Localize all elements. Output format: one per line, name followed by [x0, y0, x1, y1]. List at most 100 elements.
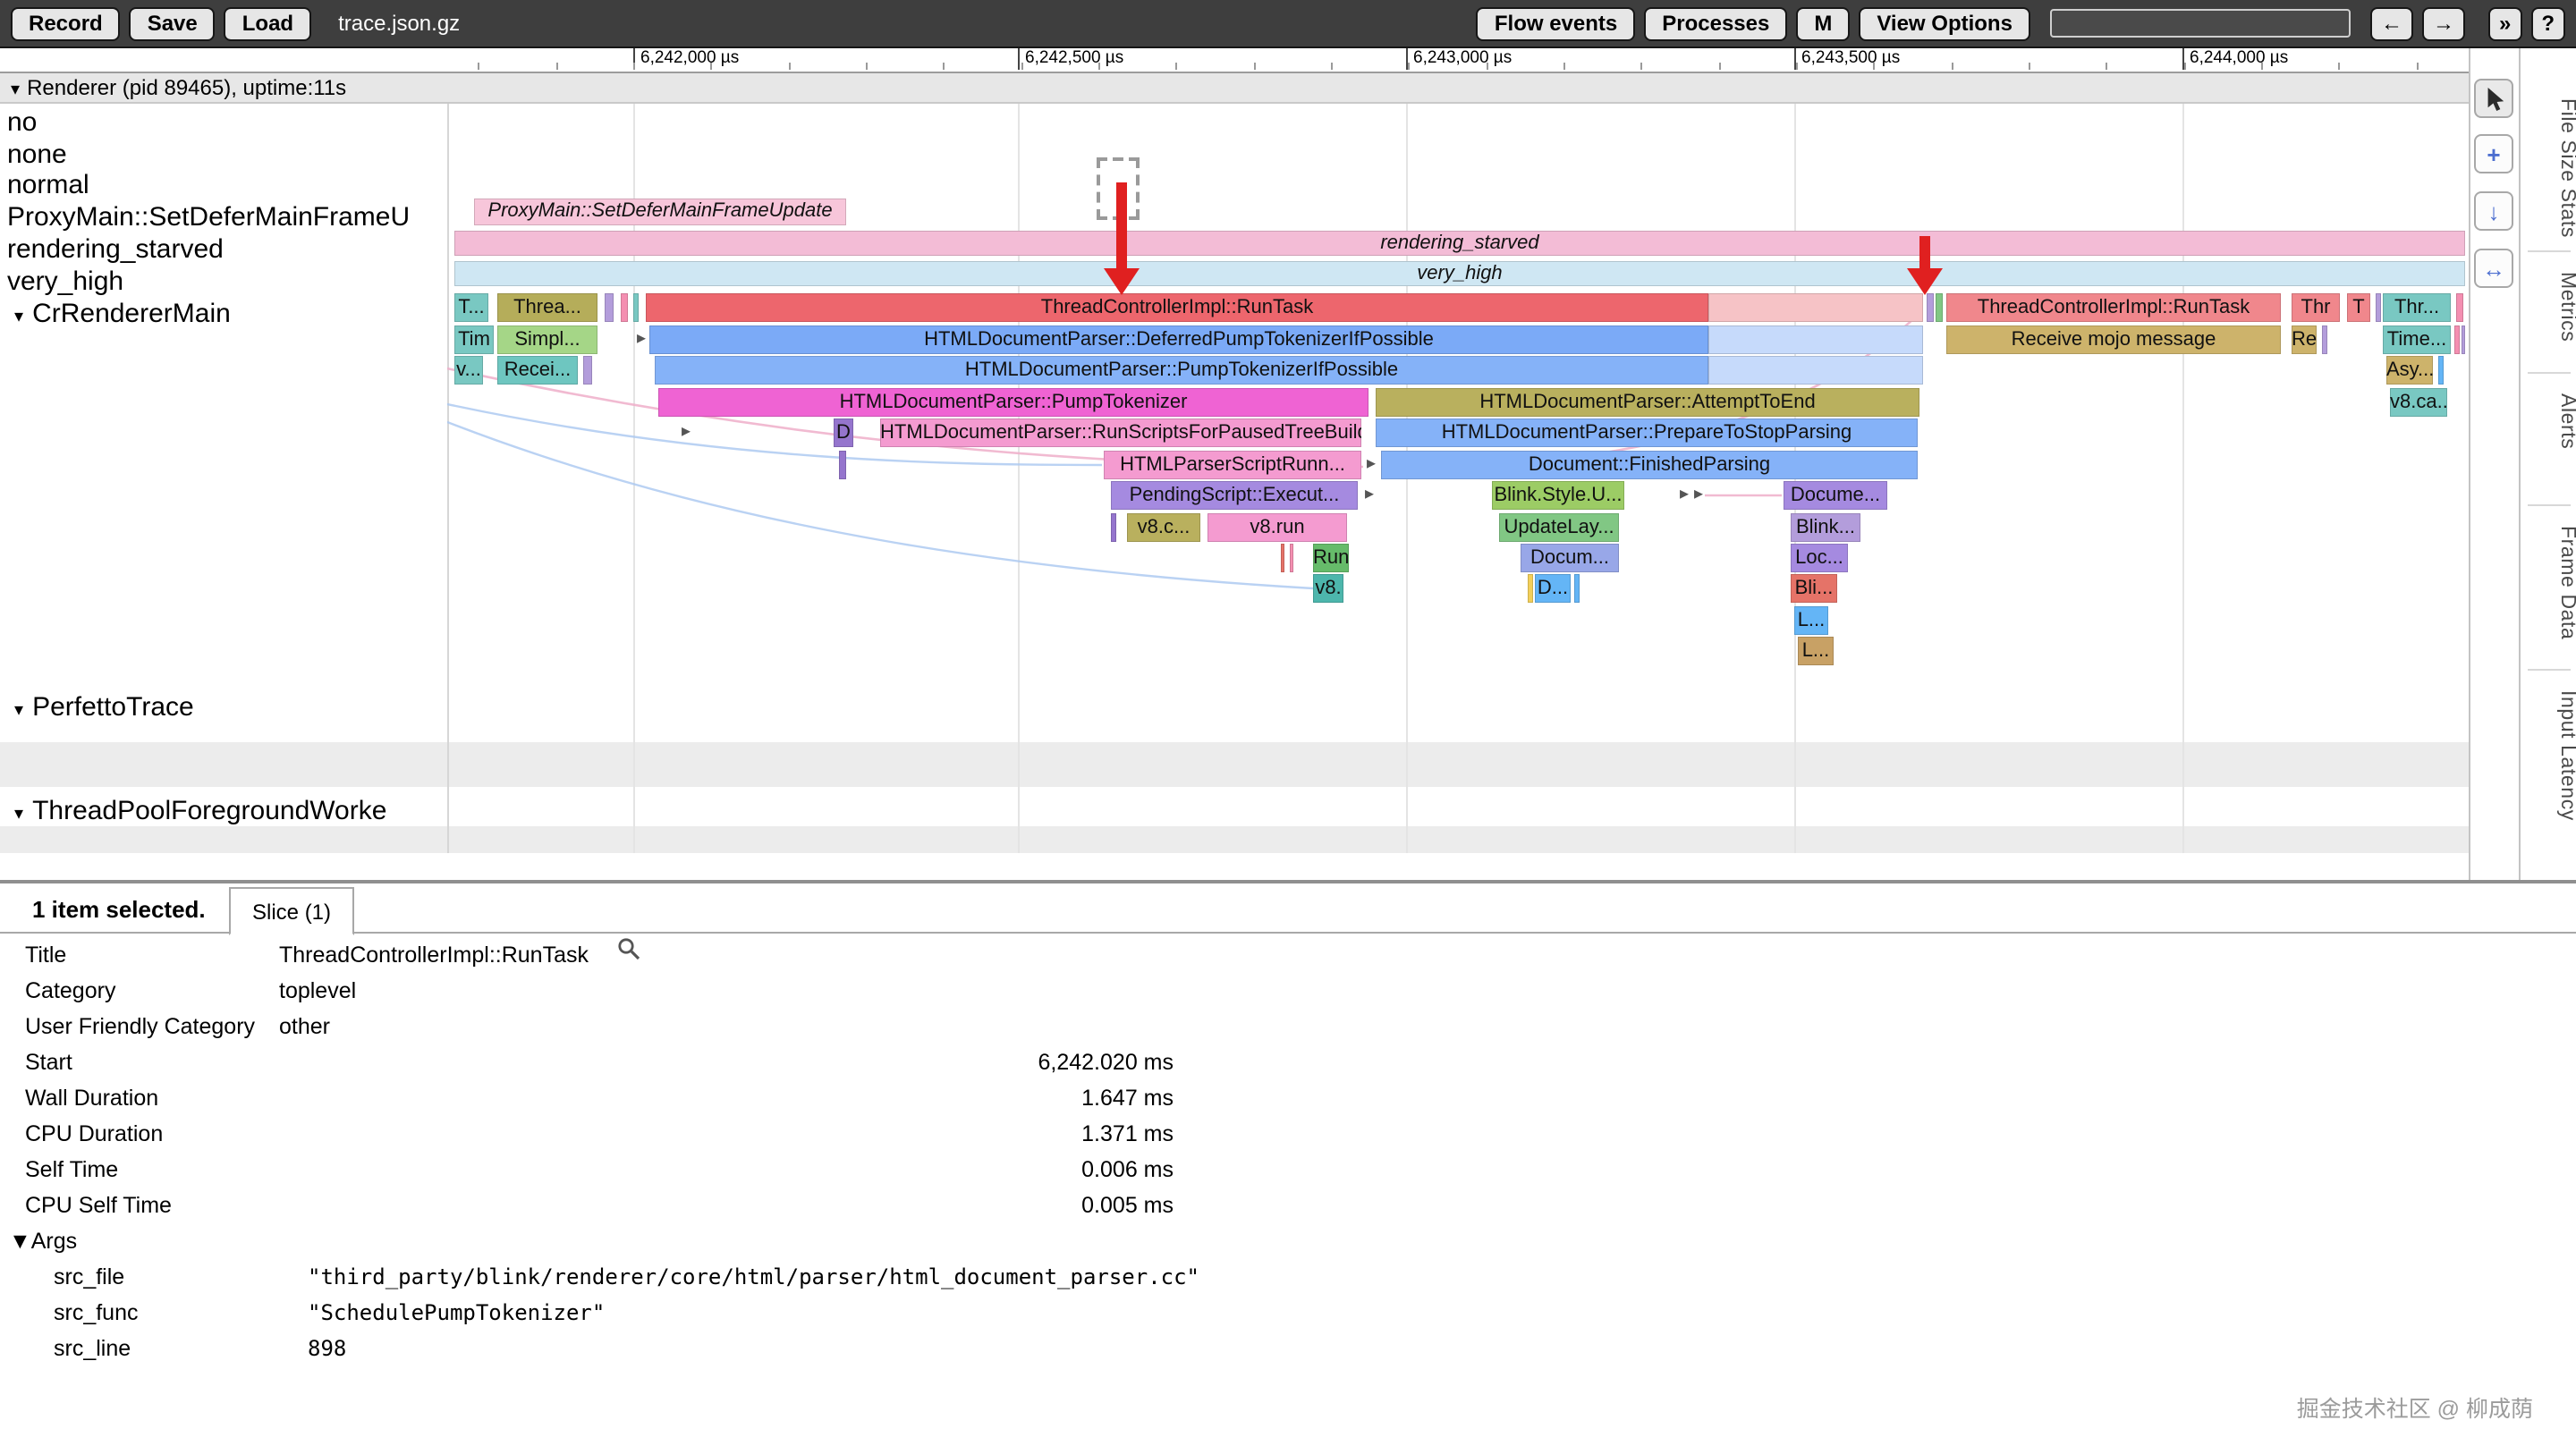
thread-header-crrenderermain[interactable]: ▾ CrRendererMain — [14, 299, 231, 331]
trace-slice-htmldocumentparser-pumptokenizer[interactable]: HTMLDocumentParser::PumpTokenizer — [658, 388, 1368, 417]
trace-slice[interactable] — [1708, 325, 1923, 354]
find-next-button[interactable]: → — [2421, 6, 2465, 40]
help-button[interactable]: ? — [2530, 6, 2565, 40]
trace-slice-rendering-starved[interactable]: rendering_starved — [454, 231, 2465, 256]
trace-slice[interactable] — [2438, 356, 2444, 385]
timing-mode-button[interactable]: ↔ — [2474, 249, 2513, 288]
trace-slice-htmlparserscriptrunn[interactable]: HTMLParserScriptRunn... — [1104, 451, 1361, 479]
m-button[interactable]: M — [1796, 6, 1851, 40]
collapse-triangle-icon[interactable]: ▾ — [11, 80, 21, 100]
trace-slice-v8-c[interactable]: v8.c... — [1127, 513, 1200, 542]
trace-slice-htmldocumentparser-attempttoend[interactable]: HTMLDocumentParser::AttemptToEnd — [1376, 388, 1919, 417]
trace-slice-threadcontrollerimpl-runtask[interactable]: ThreadControllerImpl::RunTask — [646, 293, 1708, 322]
trace-slice-thr[interactable]: Thr — [2292, 293, 2340, 322]
timeline-ruler[interactable]: 6,242,000 µs 6,242,500 µs 6,243,000 µs 6,24… — [0, 48, 2576, 72]
trace-slice-htmldocumentparser-deferredpumptokenizerifpossible[interactable]: HTMLDocumentParser::DeferredPumpTokenize… — [649, 325, 1708, 354]
track-label-normal[interactable]: normal — [7, 170, 89, 200]
trace-slice-t[interactable]: T... — [454, 293, 488, 322]
trace-slice[interactable] — [839, 451, 846, 479]
args-section-header[interactable]: ▼Args — [0, 1223, 1789, 1259]
trace-slice-d[interactable]: D... — [1535, 574, 1571, 603]
trace-slice-run[interactable]: Run — [1313, 544, 1349, 572]
trace-slice-very-high[interactable]: very_high — [454, 261, 2465, 286]
trace-slice-pendingscript-execut[interactable]: PendingScript::Execut... — [1111, 481, 1358, 510]
overflow-button[interactable]: » — [2487, 6, 2522, 40]
search-input[interactable] — [2049, 9, 2351, 38]
trace-slice[interactable] — [583, 356, 592, 385]
trace-slice[interactable] — [1528, 574, 1533, 603]
process-header[interactable]: ▾ Renderer (pid 89465), uptime:11s — [0, 72, 2469, 104]
trace-slice-d[interactable]: D — [834, 418, 853, 447]
trace-slice-recei[interactable]: Recei... — [497, 356, 578, 385]
load-button[interactable]: Load — [224, 6, 312, 40]
trace-slice-threa[interactable]: Threa... — [497, 293, 597, 322]
trace-slice-htmldocumentparser-pumptokenizerifpossible[interactable]: HTMLDocumentParser::PumpTokenizerIfPossi… — [655, 356, 1708, 385]
trace-slice[interactable] — [1290, 544, 1293, 572]
trace-slice[interactable] — [605, 293, 614, 322]
trace-slice-v[interactable]: v... — [454, 356, 483, 385]
trace-slice[interactable] — [633, 293, 639, 322]
trace-slice[interactable] — [2456, 293, 2463, 322]
processes-button[interactable]: Processes — [1644, 6, 1788, 40]
view-options-button[interactable]: View Options — [1859, 6, 2030, 40]
trace-slice[interactable] — [2322, 325, 2327, 354]
trace-slice-time[interactable]: Time... — [2383, 325, 2451, 354]
track-label-proxymain-setdefermainframeu[interactable]: ProxyMain::SetDeferMainFrameU — [7, 202, 411, 232]
track-label-very-high[interactable]: very_high — [7, 266, 124, 297]
trace-slice-l[interactable]: L... — [1794, 606, 1828, 635]
thread-header-perfettotrace[interactable]: ▾ PerfettoTrace — [14, 692, 194, 724]
side-tab-alerts[interactable]: Alerts — [2556, 393, 2576, 450]
trace-slice-receive-mojo-message[interactable]: Receive mojo message — [1946, 325, 2281, 354]
select-mode-button[interactable] — [2474, 79, 2513, 118]
find-previous-button[interactable]: ← — [2369, 6, 2413, 40]
trace-slice-v8-run[interactable]: v8.run — [1208, 513, 1347, 542]
side-tab-input-latency[interactable]: Input Latency — [2556, 690, 2576, 821]
trace-slice-htmldocumentparser-preparetostopparsing[interactable]: HTMLDocumentParser::PrepareToStopParsing — [1376, 418, 1918, 447]
trace-slice[interactable] — [1574, 574, 1580, 603]
trace-slice-document-finishedparsing[interactable]: Document::FinishedParsing — [1381, 451, 1918, 479]
zoom-mode-button[interactable]: + — [2474, 134, 2513, 173]
trace-slice[interactable] — [1936, 293, 1943, 322]
trace-slice-updatelay[interactable]: UpdateLay... — [1499, 513, 1619, 542]
trace-slice-l[interactable]: L... — [1798, 637, 1834, 665]
trace-slice-asy[interactable]: Asy... — [2386, 356, 2433, 385]
trace-slice[interactable] — [1708, 293, 1923, 322]
trace-slice-tim[interactable]: Tim — [454, 325, 494, 354]
track-label-no[interactable]: no — [7, 107, 38, 138]
collapse-triangle-icon[interactable]: ▾ — [14, 805, 24, 824]
trace-slice[interactable] — [1708, 356, 1923, 385]
trace-slice[interactable] — [2376, 293, 2381, 322]
trace-slice[interactable] — [2454, 325, 2460, 354]
trace-slice-thr[interactable]: Thr... — [2383, 293, 2451, 322]
pan-mode-button[interactable]: ↓ — [2474, 191, 2513, 231]
trace-slice-docum[interactable]: Docum... — [1521, 544, 1619, 572]
tab-slice[interactable]: Slice (1) — [229, 887, 355, 935]
side-tab-frame-data[interactable]: Frame Data — [2556, 526, 2576, 640]
collapse-triangle-icon[interactable]: ▾ — [14, 701, 24, 721]
trace-slice-t[interactable]: T — [2347, 293, 2370, 322]
trace-slice-v8-ca[interactable]: v8.ca... — [2390, 388, 2447, 417]
trace-slice[interactable] — [1927, 293, 1934, 322]
track-label-rendering-starved[interactable]: rendering_starved — [7, 234, 224, 265]
trace-slice-threadcontrollerimpl-runtask[interactable]: ThreadControllerImpl::RunTask — [1946, 293, 2281, 322]
magnifier-icon[interactable] — [617, 937, 640, 960]
side-tab-metrics[interactable]: Metrics — [2556, 272, 2576, 342]
trace-slice-simpl[interactable]: Simpl... — [497, 325, 597, 354]
trace-slice-re[interactable]: Re — [2292, 325, 2317, 354]
trace-slice-proxymain-setdefermainframeupdate[interactable]: ProxyMain::SetDeferMainFrameUpdate — [474, 199, 846, 225]
trace-slice[interactable] — [621, 293, 628, 322]
thread-header-threadpoolforegroundworke[interactable]: ▾ ThreadPoolForegroundWorke — [14, 796, 386, 828]
trace-slice-docume[interactable]: Docume... — [1784, 481, 1887, 510]
trace-slice-blink[interactable]: Blink... — [1791, 513, 1860, 542]
record-button[interactable]: Record — [11, 6, 121, 40]
flow-events-button[interactable]: Flow events — [1476, 6, 1636, 40]
side-tab-file-size-stats[interactable]: File Size Stats — [2556, 98, 2576, 238]
collapse-triangle-icon[interactable]: ▾ — [14, 308, 24, 327]
trace-slice-htmldocumentparser-runscriptsforpausedtreebuilder[interactable]: HTMLDocumentParser::RunScriptsForPausedT… — [880, 418, 1361, 447]
trace-slice-bli[interactable]: Bli... — [1791, 574, 1837, 603]
trace-slice[interactable] — [2462, 325, 2465, 354]
trace-slice-loc[interactable]: Loc... — [1791, 544, 1848, 572]
trace-slice[interactable] — [1111, 513, 1116, 542]
trace-slice-blink-style-u[interactable]: Blink.Style.U... — [1492, 481, 1624, 510]
